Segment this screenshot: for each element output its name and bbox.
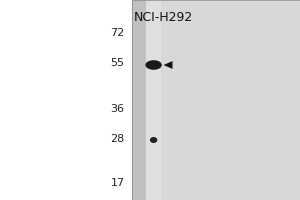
Ellipse shape	[150, 137, 157, 143]
Text: 55: 55	[110, 58, 124, 68]
Text: 36: 36	[110, 104, 124, 114]
Text: 28: 28	[110, 134, 124, 144]
Bar	[132, 0, 300, 200]
Ellipse shape	[145, 60, 162, 70]
Bar	[146, 0, 160, 200]
Text: 72: 72	[110, 28, 124, 38]
Text: NCI-H292: NCI-H292	[134, 11, 193, 24]
Bar	[160, 0, 300, 200]
Bar	[132, 0, 300, 200]
Text: 17: 17	[110, 178, 124, 188]
Polygon shape	[164, 61, 172, 69]
